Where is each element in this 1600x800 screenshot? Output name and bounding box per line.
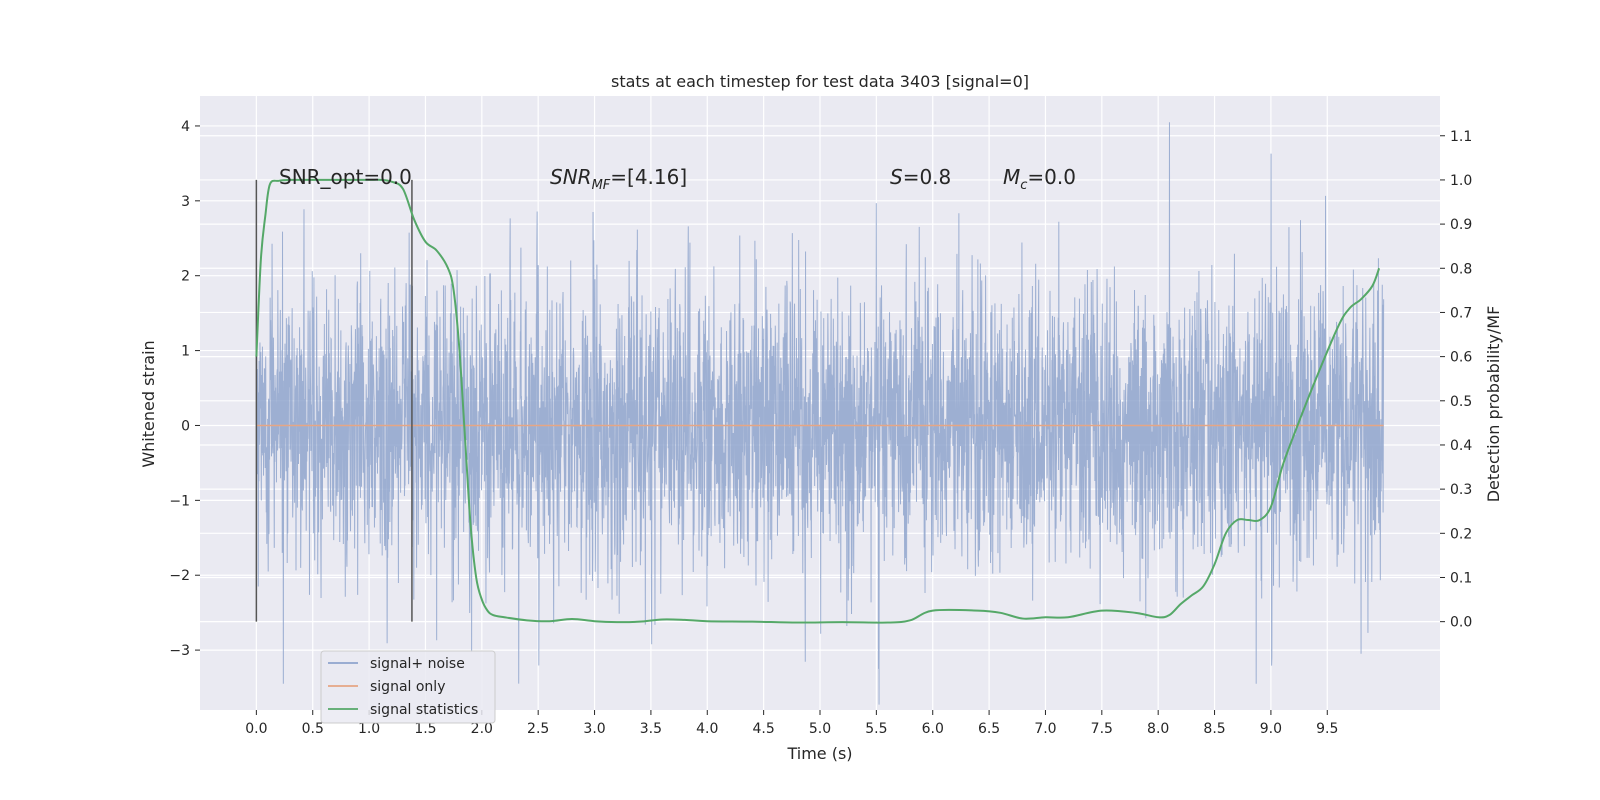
y-right-tick-label: 0.8: [1450, 261, 1472, 277]
y-right-tick-label: 0.1: [1450, 570, 1472, 586]
x-tick-label: 0.0: [245, 721, 267, 737]
noise-layer: [255, 122, 1385, 705]
annotation-mc-symbol: M: [1003, 165, 1020, 189]
x-tick-label: 3.0: [583, 721, 605, 737]
x-tick-label: 5.0: [809, 721, 831, 737]
x-tick-label: 1.5: [414, 721, 436, 737]
annotation-snr-mf-value: =[4.16]: [610, 165, 687, 189]
series-signal-statistics: [255, 178, 1381, 624]
x-tick-label: 4.5: [753, 721, 775, 737]
y-axis-label-right: Detection probability/MF: [1484, 306, 1503, 503]
annotation-s-symbol: S: [890, 165, 903, 189]
stat-layer: [255, 178, 1381, 624]
x-tick-label: 7.0: [1034, 721, 1056, 737]
y-tick-label: −2: [169, 568, 190, 584]
y-axis-label: Whitened strain: [139, 340, 158, 467]
x-tick-label: 8.0: [1147, 721, 1169, 737]
annotation-mc: Mc=0.0: [1003, 165, 1076, 193]
x-tick-label: 9.5: [1316, 721, 1338, 737]
y-right-tick-label: 0.7: [1450, 305, 1472, 321]
x-axis-label: Time (s): [786, 744, 852, 763]
y-right-tick-label: 0.2: [1450, 526, 1472, 542]
x-tick-label: 2.0: [471, 721, 493, 737]
marker-layer: [255, 179, 413, 622]
legend-label-signal-noise: signal+ noise: [370, 656, 465, 672]
legend-box: [320, 650, 496, 724]
x-tick-label: 0.5: [302, 721, 324, 737]
annotation-snr-mf: SNRMF=[4.16]: [550, 165, 687, 193]
y-right-tick-label: 1.1: [1450, 129, 1472, 145]
y-right-tick-label: 1.0: [1450, 173, 1472, 189]
y-tick-label: 2: [181, 269, 190, 285]
annotation-snr-opt: SNR_opt=0.0: [279, 165, 412, 189]
y-tick-label: 1: [181, 344, 190, 360]
y-tick-label: 4: [181, 119, 190, 135]
x-tick-label: 7.5: [1091, 721, 1113, 737]
annotation-s: S=0.8: [890, 165, 951, 189]
y-tick-label: 0: [181, 418, 190, 434]
x-tick-label: 3.5: [640, 721, 662, 737]
y-right-tick-label: 0.0: [1450, 615, 1472, 631]
legend-label-signal-only: signal only: [370, 679, 445, 695]
y-right-tick-label: 0.5: [1450, 394, 1472, 410]
y-tick-label: −1: [169, 493, 190, 509]
x-tick-label: 4.0: [696, 721, 718, 737]
x-tick-label: 1.0: [358, 721, 380, 737]
y-right-tick-label: 0.3: [1450, 482, 1472, 498]
x-tick-label: 6.5: [978, 721, 1000, 737]
annotation-s-value: =0.8: [903, 165, 952, 189]
x-tick-label: 9.0: [1260, 721, 1282, 737]
annotation-mc-sub: c: [1020, 178, 1027, 193]
y-right-tick-label: 0.9: [1450, 217, 1472, 233]
x-tick-label: 8.5: [1203, 721, 1225, 737]
legend: signal+ noise signal only signal statist…: [320, 650, 496, 724]
y-right-tick-label: 0.4: [1450, 438, 1472, 454]
x-tick-label: 6.0: [922, 721, 944, 737]
annotation-snr-mf-main: SNR: [550, 165, 592, 189]
tick-layer: 0.0 0.5 1.0 1.5 2.0 2.5 3.0 3.5 4.0 4.5 5.0 5.5 6.0 6…: [169, 119, 1472, 737]
x-tick-label: 2.5: [527, 721, 549, 737]
annotation-snr-mf-sub: MF: [592, 178, 611, 193]
series-signal-noise: [255, 122, 1385, 705]
y-tick-label: 3: [181, 194, 190, 210]
legend-label-signal-statistics: signal statistics: [370, 702, 478, 718]
x-tick-label: 5.5: [865, 721, 887, 737]
annotation-mc-value: =0.0: [1027, 165, 1076, 189]
chart-title: stats at each timestep for test data 340…: [611, 72, 1029, 91]
y-right-tick-label: 0.6: [1450, 350, 1472, 366]
y-tick-label: −3: [169, 643, 190, 659]
